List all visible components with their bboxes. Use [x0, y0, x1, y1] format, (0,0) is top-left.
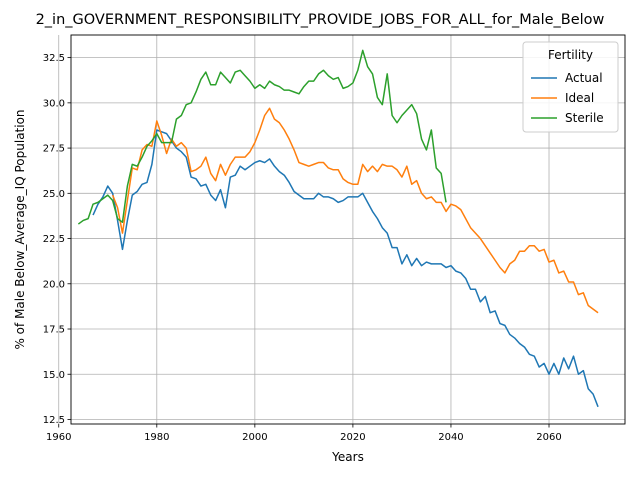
- legend: Fertility Actual Ideal Sterile: [522, 41, 619, 133]
- y-tick-label: 25.0: [43, 189, 65, 200]
- y-tick-label: 15.0: [43, 370, 65, 381]
- legend-entry-label: Actual: [565, 71, 603, 85]
- x-tick-label: 2000: [242, 432, 267, 443]
- y-tick-label: 32.5: [43, 53, 65, 64]
- plot-frame: [70, 34, 626, 425]
- y-tick-label: 27.5: [43, 144, 65, 155]
- y-tick-label: 12.5: [43, 415, 65, 426]
- x-axis-label: Years: [331, 450, 364, 464]
- series-line-sterile: [77, 49, 447, 225]
- x-tick-label: 2060: [536, 432, 561, 443]
- series-lines: [77, 49, 599, 408]
- series-line-actual: [92, 129, 599, 408]
- x-tick-label: 2020: [340, 432, 365, 443]
- y-tick-label: 20.0: [43, 279, 65, 290]
- x-tick-label: 1960: [46, 432, 71, 443]
- legend-title: Fertility: [548, 48, 593, 62]
- chart-title: 2_in_GOVERNMENT_RESPONSIBILITY_PROVIDE_J…: [36, 12, 605, 28]
- x-tick-label: 2040: [438, 432, 463, 443]
- legend-entry-label: Sterile: [565, 111, 604, 125]
- y-tick-label: 17.5: [43, 325, 65, 336]
- legend-box: [522, 41, 619, 133]
- y-tick-label: 22.5: [43, 234, 65, 245]
- y-tick-label: 30.0: [43, 98, 65, 109]
- axis-ticks: 1960 1980 2000 2020 2040 2060 12.5 15.0 17.5 20.0…: [43, 53, 562, 443]
- x-tick-label: 1980: [144, 432, 169, 443]
- series-line-ideal: [111, 107, 599, 314]
- legend-entry-label: Ideal: [565, 91, 594, 105]
- y-axis-label: % of Male Below_Average_IQ Population: [13, 109, 27, 349]
